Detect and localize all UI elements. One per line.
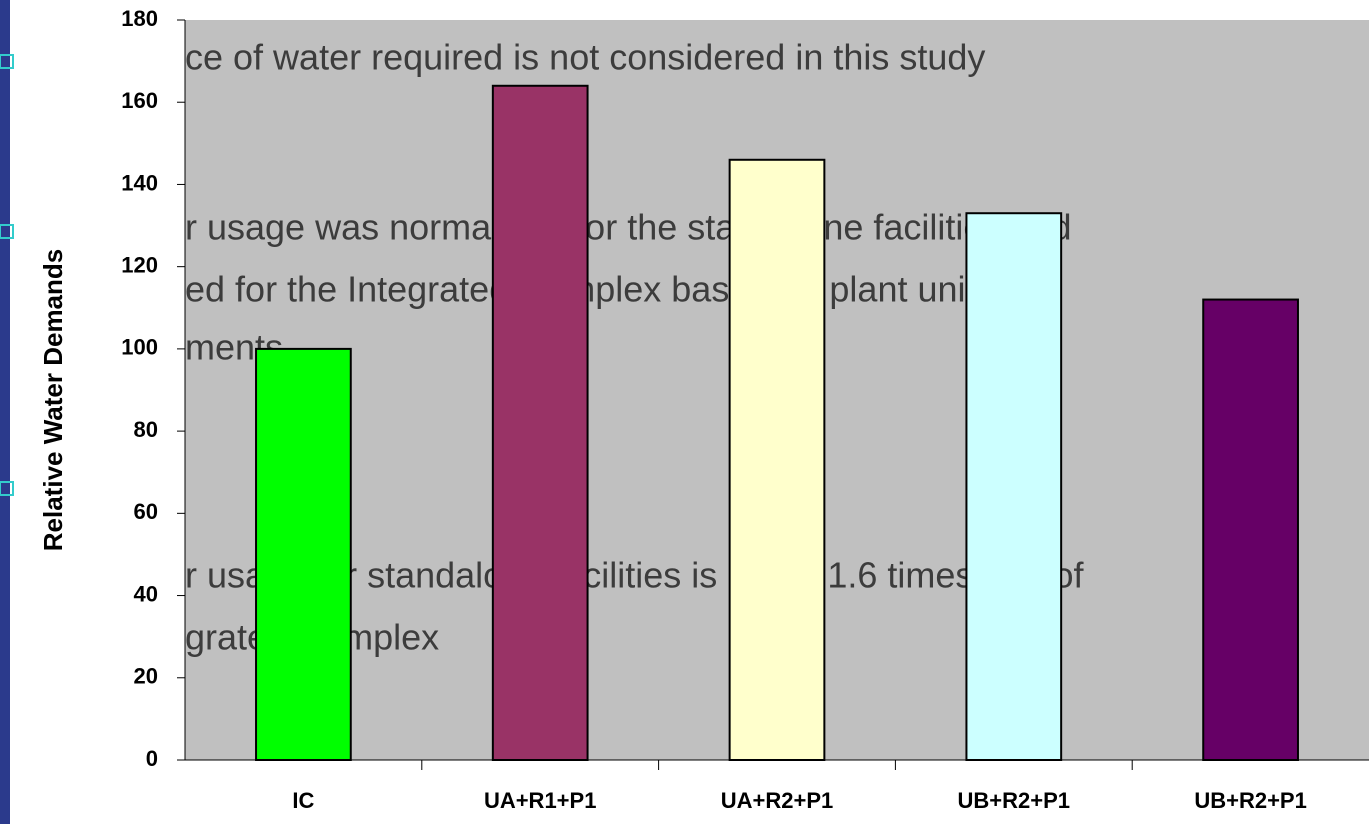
bar bbox=[255, 347, 352, 761]
bullet-text: ce of water required is not considered i… bbox=[185, 37, 985, 78]
y-tick-label: 180 bbox=[121, 6, 158, 31]
bullet-text: r usage was normalized for the standalon… bbox=[185, 207, 1072, 248]
x-tick-label: UB+R2+P1 bbox=[958, 788, 1071, 813]
bullet-icon bbox=[0, 224, 14, 239]
x-tick-label: IC bbox=[292, 788, 314, 813]
y-tick-label: 20 bbox=[134, 664, 158, 689]
y-tick-label: 80 bbox=[134, 417, 158, 442]
y-tick-label: 100 bbox=[121, 335, 158, 360]
y-axis-title: Relative Water Demands bbox=[38, 249, 68, 551]
y-tick-label: 160 bbox=[121, 88, 158, 113]
x-tick-label: UA+R1+P1 bbox=[484, 788, 597, 813]
bullet-icon bbox=[0, 481, 14, 496]
y-tick-label: 40 bbox=[134, 581, 158, 606]
y-tick-label: 0 bbox=[146, 746, 158, 771]
bar bbox=[491, 84, 589, 762]
bar bbox=[1202, 298, 1299, 761]
y-tick-label: 140 bbox=[121, 170, 158, 195]
y-tick-label: 120 bbox=[121, 252, 158, 277]
bullet-icon bbox=[0, 54, 14, 69]
y-tick-label: 60 bbox=[134, 499, 158, 524]
bar bbox=[728, 158, 826, 761]
x-tick-label: UA+R2+P1 bbox=[721, 788, 834, 813]
bar bbox=[965, 212, 1063, 761]
left-strip bbox=[0, 0, 10, 824]
x-tick-label: UB+R2+P1 bbox=[1194, 788, 1307, 813]
